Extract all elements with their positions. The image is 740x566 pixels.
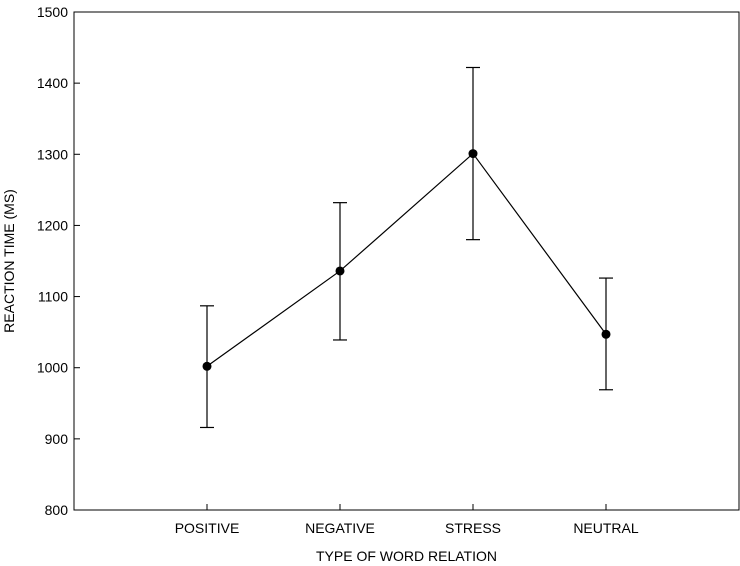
data-point — [202, 361, 212, 371]
y-tick-label: 1100 — [38, 289, 68, 305]
x-axis-ticks: POSITIVE NEGATIVE STRESS NEUTRAL — [175, 504, 639, 536]
y-tick-label: 1000 — [37, 360, 68, 376]
data-markers — [202, 149, 611, 371]
y-tick-label: 900 — [45, 431, 69, 447]
data-point — [468, 149, 478, 159]
plot-frame — [73, 11, 740, 511]
x-tick-label: STRESS — [445, 520, 501, 536]
y-tick-label: 1200 — [37, 217, 68, 233]
y-tick-label: 1400 — [37, 75, 68, 91]
x-tick-label: NEUTRAL — [573, 520, 639, 536]
y-tick-label: 1300 — [37, 146, 68, 162]
y-tick-label: 1500 — [37, 4, 68, 20]
y-tick-label: 800 — [45, 502, 69, 518]
series-line — [206, 152, 607, 367]
data-point — [601, 329, 611, 339]
y-axis-ticks: 800 900 1000 1100 1200 1300 1400 1500 — [37, 4, 80, 518]
x-axis-title: TYPE OF WORD RELATION — [316, 548, 497, 564]
x-tick-label: POSITIVE — [175, 520, 240, 536]
y-axis-title: REACTION TIME (MS) — [1, 189, 17, 333]
x-tick-label: NEGATIVE — [305, 520, 375, 536]
data-point — [335, 266, 345, 276]
error-bars — [200, 66, 613, 429]
